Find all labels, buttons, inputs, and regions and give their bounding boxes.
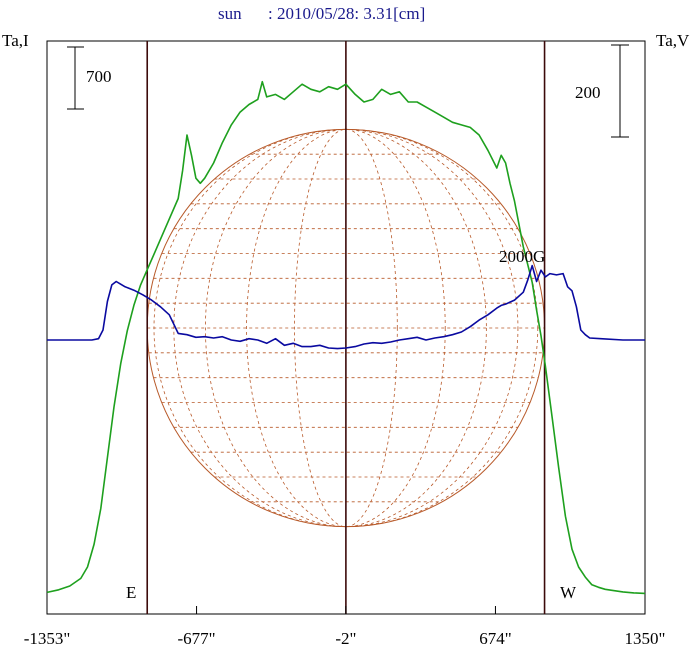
disk-longitude-line bbox=[294, 128, 398, 528]
intensity-line bbox=[46, 80, 646, 595]
x-tick-label: -677" bbox=[178, 629, 216, 648]
disk-longitude-line bbox=[173, 128, 519, 528]
x-tick-label: -1353" bbox=[24, 629, 71, 648]
x-tick-label: -2" bbox=[335, 629, 356, 648]
polarization-line bbox=[47, 264, 645, 350]
left-axis-label: Ta,I bbox=[2, 31, 29, 50]
intensity-scale-label: 700 bbox=[86, 67, 112, 86]
header-info-label: : 2010/05/28: 3.31[cm] bbox=[268, 4, 425, 23]
polarization-field-label: 2000G bbox=[499, 247, 545, 266]
x-axis-ticks: -1353" -677" -2" 674" 1350" bbox=[24, 606, 666, 648]
west-limb-label: W bbox=[560, 583, 577, 602]
intensity-scale-bar bbox=[67, 46, 84, 110]
east-limb-label: E bbox=[126, 583, 136, 602]
polarization-scale-label: 200 bbox=[575, 83, 601, 102]
header-object-label: sun bbox=[218, 4, 242, 23]
x-tick-label: 1350" bbox=[625, 629, 666, 648]
solar-limb-lines bbox=[146, 41, 546, 614]
x-tick-label: 674" bbox=[479, 629, 511, 648]
right-axis-label: Ta,V bbox=[656, 31, 690, 50]
polarization-scale-bar bbox=[611, 44, 629, 138]
